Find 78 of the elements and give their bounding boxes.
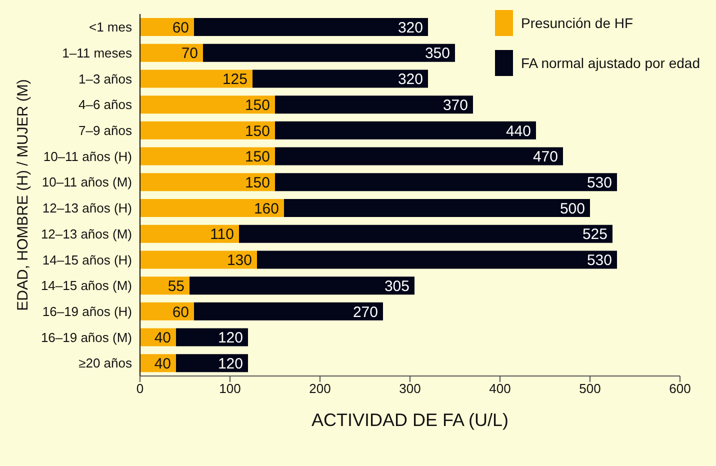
- y-tick-label: 1–3 años: [78, 71, 132, 86]
- y-tick-label: 16–19 años (H): [42, 304, 132, 319]
- x-tick-label: 300: [399, 381, 421, 396]
- total-label: 320: [398, 71, 423, 88]
- total-label: 530: [586, 252, 612, 270]
- y-tick-label: 4–6 años: [78, 97, 132, 112]
- total-label: 500: [560, 200, 585, 218]
- data-label: 160: [254, 200, 279, 218]
- x-tick-label: 200: [309, 381, 331, 396]
- total-label: 370: [442, 96, 468, 114]
- data-label: 40: [154, 355, 171, 372]
- x-tick-label: 600: [669, 381, 691, 396]
- data-label: 150: [244, 174, 270, 192]
- y-tick-label: 10–11 años (M): [42, 174, 132, 190]
- bar: [140, 147, 275, 166]
- x-tick-label: 0: [136, 381, 144, 396]
- data-label: 55: [168, 278, 184, 295]
- data-label: 150: [244, 96, 270, 114]
- bar: [275, 96, 473, 114]
- y-tick-label: 14–15 años (H): [42, 252, 132, 268]
- y-tick-label: 16–19 años (M): [40, 330, 132, 345]
- total-label: 530: [586, 174, 612, 192]
- total-label: 120: [218, 355, 243, 372]
- bar: [140, 96, 275, 114]
- total-label: 525: [582, 226, 608, 244]
- bar: [176, 328, 248, 346]
- bar: [284, 199, 590, 217]
- x-tick-label: 100: [219, 381, 241, 396]
- data-label: 70: [181, 45, 198, 62]
- data-label: 60: [172, 19, 189, 36]
- total-label: 320: [398, 19, 423, 36]
- total-label: 305: [384, 278, 410, 295]
- total-label: 120: [218, 330, 243, 347]
- bar: [190, 276, 414, 295]
- data-label: 130: [226, 252, 252, 270]
- data-label: 150: [244, 122, 270, 140]
- bar: [252, 70, 428, 88]
- y-tick-label: 12–13 años (H): [42, 200, 132, 216]
- data-label: 110: [210, 226, 234, 244]
- total-label: 350: [424, 45, 450, 62]
- data-label: 125: [222, 71, 248, 88]
- x-tick-label: 500: [579, 381, 601, 396]
- y-tick-label: <1 mes: [89, 20, 132, 35]
- y-tick-label: 7–9 años: [78, 122, 132, 138]
- bar: [140, 224, 239, 243]
- bar: [140, 250, 257, 269]
- y-tick-label: 1–11 meses: [62, 45, 132, 60]
- legend-label: FA normal ajustado por edad: [520, 55, 700, 71]
- bar: [140, 70, 252, 88]
- bar: [140, 173, 275, 192]
- bar: [140, 18, 194, 36]
- total-label: 470: [532, 148, 558, 166]
- bar: [194, 302, 383, 320]
- y-tick-label: 10–11 años (H): [43, 148, 132, 164]
- bar: [140, 121, 275, 140]
- data-label: 60: [172, 304, 189, 321]
- y-axis-title: EDAD, HOMBRE (H) / MUJER (M): [14, 79, 32, 311]
- bar: [203, 44, 455, 62]
- y-tick-label: ≥20 años: [78, 356, 132, 371]
- total-label: 440: [506, 122, 531, 140]
- y-tick-label: 12–13 años (M): [40, 226, 132, 242]
- total-label: 270: [352, 304, 378, 321]
- legend-label: Presunción de HF: [520, 15, 634, 31]
- bar: [275, 121, 536, 140]
- bar: [257, 250, 617, 269]
- x-tick-label: 400: [489, 381, 511, 396]
- bar: [239, 224, 612, 243]
- bar: [275, 173, 617, 192]
- data-label: 40: [154, 330, 171, 347]
- bar: [140, 302, 194, 320]
- bar: [176, 354, 248, 372]
- y-tick-label: 14–15 años (M): [40, 278, 132, 294]
- bar: [194, 18, 428, 36]
- x-axis-title: ACTIVIDAD DE FA (U/L): [311, 410, 509, 430]
- bar: [140, 199, 284, 217]
- bar: [140, 44, 203, 62]
- data-label: 150: [244, 148, 270, 166]
- bar: [275, 147, 563, 166]
